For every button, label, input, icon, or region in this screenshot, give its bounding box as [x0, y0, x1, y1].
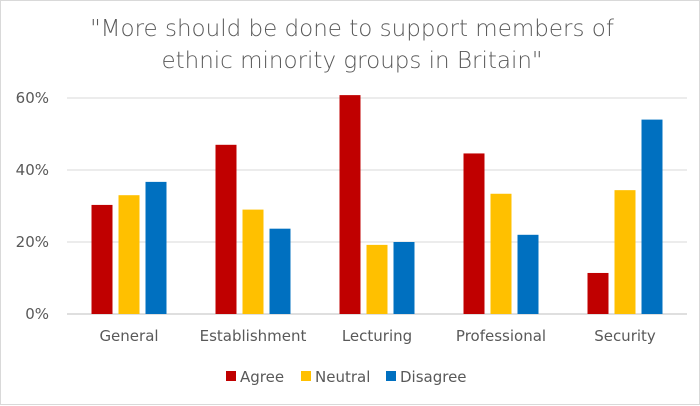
bar-disagree-lecturing — [393, 242, 415, 314]
x-tick-label: Professional — [456, 327, 546, 345]
bar-disagree-security — [641, 119, 663, 314]
bar-neutral-security — [614, 190, 636, 314]
chart-title-line-2: ethnic minority groups in Britain" — [161, 48, 542, 74]
legend-swatch-agree — [226, 371, 236, 381]
bar-agree-lecturing — [339, 95, 361, 315]
y-tick-label: 0% — [25, 305, 49, 323]
legend-label-disagree: Disagree — [400, 368, 467, 386]
legend-label-neutral: Neutral — [315, 368, 370, 386]
x-tick-label: Security — [594, 327, 656, 345]
bar-agree-general — [91, 204, 113, 314]
bar-agree-establishment — [215, 144, 237, 314]
y-tick-label: 40% — [16, 161, 49, 179]
bar-disagree-general — [145, 181, 167, 314]
bar-neutral-lecturing — [366, 244, 388, 314]
bar-disagree-professional — [517, 234, 539, 314]
y-tick-label: 20% — [16, 233, 49, 251]
x-tick-label: Lecturing — [342, 327, 412, 345]
x-tick-label: Establishment — [200, 327, 307, 345]
legend-label-agree: Agree — [240, 368, 284, 386]
bar-neutral-professional — [490, 193, 512, 314]
bar-agree-professional — [463, 153, 485, 314]
chart-title-line-1: "More should be done to support members … — [90, 16, 615, 42]
bar-neutral-general — [118, 195, 140, 314]
y-tick-label: 60% — [16, 89, 49, 107]
legend-swatch-neutral — [301, 371, 311, 381]
bar-neutral-establishment — [242, 209, 264, 314]
bar-agree-security — [587, 272, 609, 314]
bar-disagree-establishment — [269, 228, 291, 314]
x-tick-label: General — [99, 327, 158, 345]
legend-swatch-disagree — [386, 371, 396, 381]
